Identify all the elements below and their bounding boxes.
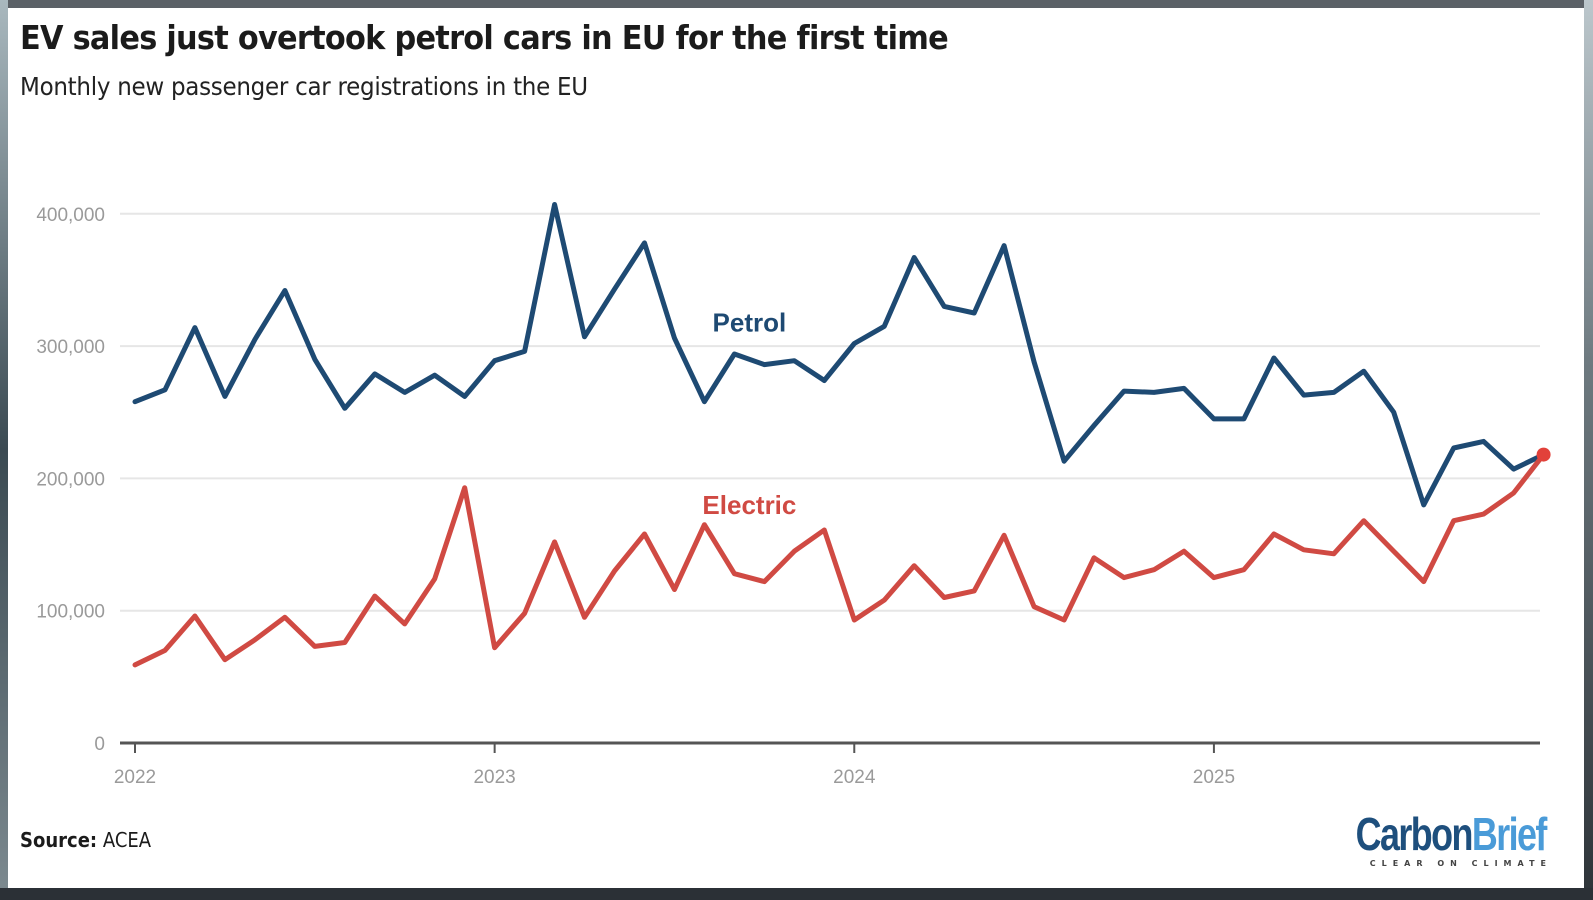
- y-tick-label: 100,000: [36, 602, 105, 623]
- background-photo-bottom: [0, 888, 1593, 900]
- series-line-petrol: [132, 202, 1547, 508]
- chart-card: EV sales just overtook petrol cars in EU…: [8, 8, 1584, 888]
- background-photo-right: [1584, 0, 1593, 900]
- series-label-electric: Electric: [702, 490, 796, 520]
- background-photo-top: [0, 0, 1593, 8]
- logo-carbon: Carbon: [1355, 808, 1474, 860]
- series-line-electric: [132, 452, 1547, 668]
- x-axis: 2022 2023 2024 2025: [114, 741, 1540, 788]
- gridlines: [120, 212, 1540, 612]
- carbonbrief-logo: CarbonBrief CLEAR ON CLIMATE: [1302, 808, 1548, 868]
- x-tick-label: 2022: [114, 767, 156, 788]
- y-axis-labels: 0 100,000 200,000 300,000 400,000: [36, 205, 105, 755]
- end-marker-electric: [1536, 447, 1551, 462]
- y-tick-label: 0: [94, 734, 105, 755]
- logo-tagline: CLEAR ON CLIMATE: [1369, 859, 1552, 868]
- y-tick-label: 400,000: [36, 205, 105, 226]
- series-labels: Petrol Electric: [702, 307, 796, 520]
- x-tick-label: 2025: [1193, 767, 1235, 788]
- chart-title: EV sales just overtook petrol cars in EU…: [20, 18, 949, 57]
- series-label-petrol: Petrol: [713, 307, 787, 337]
- logo-brief: Brief: [1472, 808, 1548, 860]
- source-value: ACEA: [102, 828, 152, 852]
- source-label: Source:: [20, 828, 98, 852]
- x-tick-label: 2023: [473, 767, 515, 788]
- y-tick-label: 200,000: [36, 469, 105, 490]
- y-tick-label: 300,000: [36, 337, 105, 358]
- logo-wordmark: CarbonBrief: [1355, 808, 1548, 860]
- chart-subtitle: Monthly new passenger car registrations …: [20, 72, 588, 101]
- x-tick-label: 2024: [833, 767, 876, 788]
- series-lines: [132, 202, 1551, 668]
- background-photo-left: [0, 0, 8, 900]
- source-note: Source: ACEA: [20, 828, 151, 852]
